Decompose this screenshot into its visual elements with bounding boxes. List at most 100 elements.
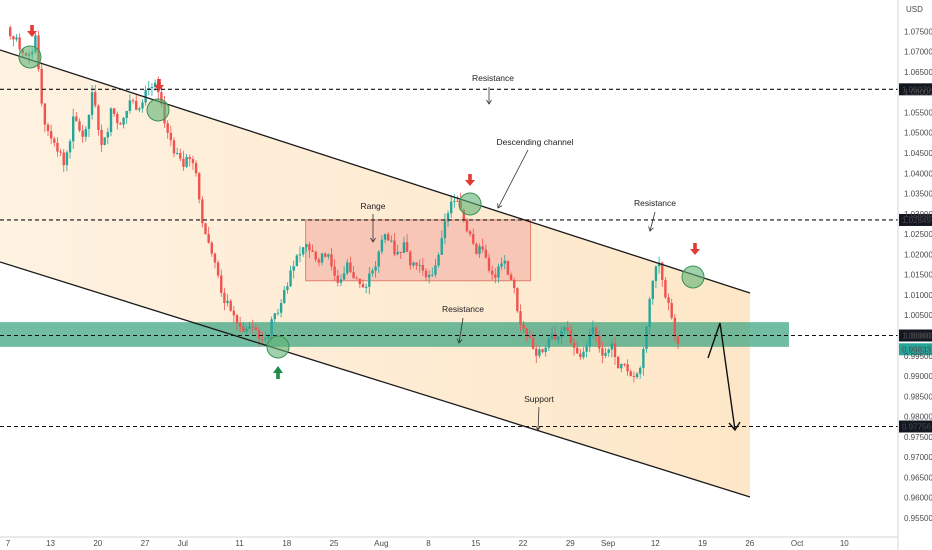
candle-body — [544, 347, 547, 352]
candle-body — [368, 273, 371, 287]
candle-body — [94, 92, 97, 106]
price-tick-label: 1.07500 — [904, 27, 932, 36]
time-tick-label: 10 — [840, 539, 849, 548]
time-tick-label: Jul — [178, 539, 188, 548]
annotation-label: Resistance — [442, 304, 484, 314]
candle-body — [487, 257, 491, 271]
candle-body — [456, 200, 459, 202]
candle-body — [172, 140, 176, 154]
candle-body — [106, 132, 110, 138]
annotation-pointer-head — [370, 237, 376, 243]
down-arrow-icon — [693, 243, 697, 249]
candle-body — [569, 330, 573, 343]
candle-body — [610, 343, 614, 350]
candle-body — [62, 152, 65, 166]
candle-body — [465, 219, 469, 232]
candle-body — [654, 266, 658, 281]
price-tick-label: 1.04000 — [904, 169, 932, 178]
lines-layer — [0, 49, 898, 498]
level-price-tag — [899, 83, 932, 96]
candle-body — [201, 199, 204, 224]
candle-body — [141, 102, 144, 109]
price-tick-label: 1.01500 — [904, 271, 932, 280]
candle-body — [283, 289, 286, 304]
candle-body — [557, 336, 560, 340]
price-tick-label: 0.99500 — [904, 352, 932, 361]
annotations-layer: Resistance Descending channel Resistance Ra… — [360, 73, 676, 431]
candle-body — [399, 251, 402, 253]
candle-body — [661, 262, 664, 280]
time-tick-label: Sep — [601, 539, 616, 548]
candle-body — [563, 327, 566, 331]
candle-body — [490, 270, 494, 275]
candle-body — [320, 253, 324, 263]
candle-body — [65, 152, 69, 166]
candle-body — [531, 337, 535, 349]
down-arrow-icon — [27, 31, 37, 37]
candle-body — [182, 158, 185, 167]
candle-body — [440, 238, 443, 255]
time-tick-label: 26 — [745, 539, 754, 548]
candle-body — [509, 274, 513, 280]
candle-body — [572, 342, 576, 348]
price-tick-label: 1.05000 — [904, 129, 932, 138]
candle-body — [9, 27, 12, 37]
candle-body — [220, 275, 223, 293]
candle-body — [333, 266, 336, 276]
candle-body — [443, 221, 447, 239]
candle-body — [478, 246, 481, 254]
touch-marker-circle — [458, 192, 482, 216]
candle-body — [49, 131, 53, 139]
candle-body — [528, 335, 532, 338]
candle-body — [645, 326, 648, 350]
time-tick-label: 20 — [93, 539, 102, 548]
candle-body — [175, 153, 179, 154]
price-tick-label: 1.00500 — [904, 311, 932, 320]
candle-body — [513, 279, 516, 289]
time-tick-label: 12 — [651, 539, 660, 548]
price-axis-unit: USD — [906, 5, 923, 14]
level-price-label: 0.97756 — [902, 423, 931, 432]
current-price-label: 0.99833 — [902, 345, 931, 354]
candle-body — [81, 130, 84, 137]
down-arrow-icon — [468, 174, 472, 180]
time-tick-label: 8 — [426, 539, 431, 548]
candle-body — [472, 234, 475, 244]
candle-body — [138, 108, 141, 110]
touch-marker-circle — [266, 335, 290, 359]
candle-body — [270, 319, 273, 336]
candle-body — [481, 246, 484, 250]
candle-body — [582, 351, 585, 358]
candle-body — [396, 251, 399, 255]
candle-body — [503, 260, 506, 264]
range-box — [305, 219, 532, 282]
candle-body — [188, 157, 191, 160]
down-arrow-icon — [465, 180, 475, 186]
candle-body — [424, 270, 428, 278]
candle-body — [289, 270, 292, 287]
annotation-pointer-head — [535, 425, 542, 431]
level-price-label: 1.06070 — [902, 85, 931, 94]
annotation-label: Resistance — [472, 73, 514, 83]
candle-body — [226, 300, 229, 304]
touch-marker-circle — [18, 45, 42, 69]
annotation-pointer — [537, 406, 540, 431]
candle-body — [657, 262, 661, 267]
annotation-label: Descending channel — [496, 137, 573, 147]
annotation-pointer-head — [456, 338, 463, 344]
candle-body — [119, 123, 122, 125]
candle-body — [144, 89, 147, 103]
candle-body — [377, 251, 380, 267]
candle-body — [276, 312, 280, 314]
candle-body — [125, 110, 128, 118]
touch-marker-circle — [146, 98, 170, 122]
candle-body — [390, 240, 393, 242]
candle-body — [166, 123, 169, 133]
candle-body — [229, 300, 232, 311]
candle-body — [179, 153, 182, 159]
candle-body — [223, 292, 226, 304]
annotation-label: Range — [360, 201, 385, 211]
candle-body — [349, 262, 352, 273]
down-arrow-icon — [154, 85, 164, 91]
candle-body — [566, 327, 569, 331]
